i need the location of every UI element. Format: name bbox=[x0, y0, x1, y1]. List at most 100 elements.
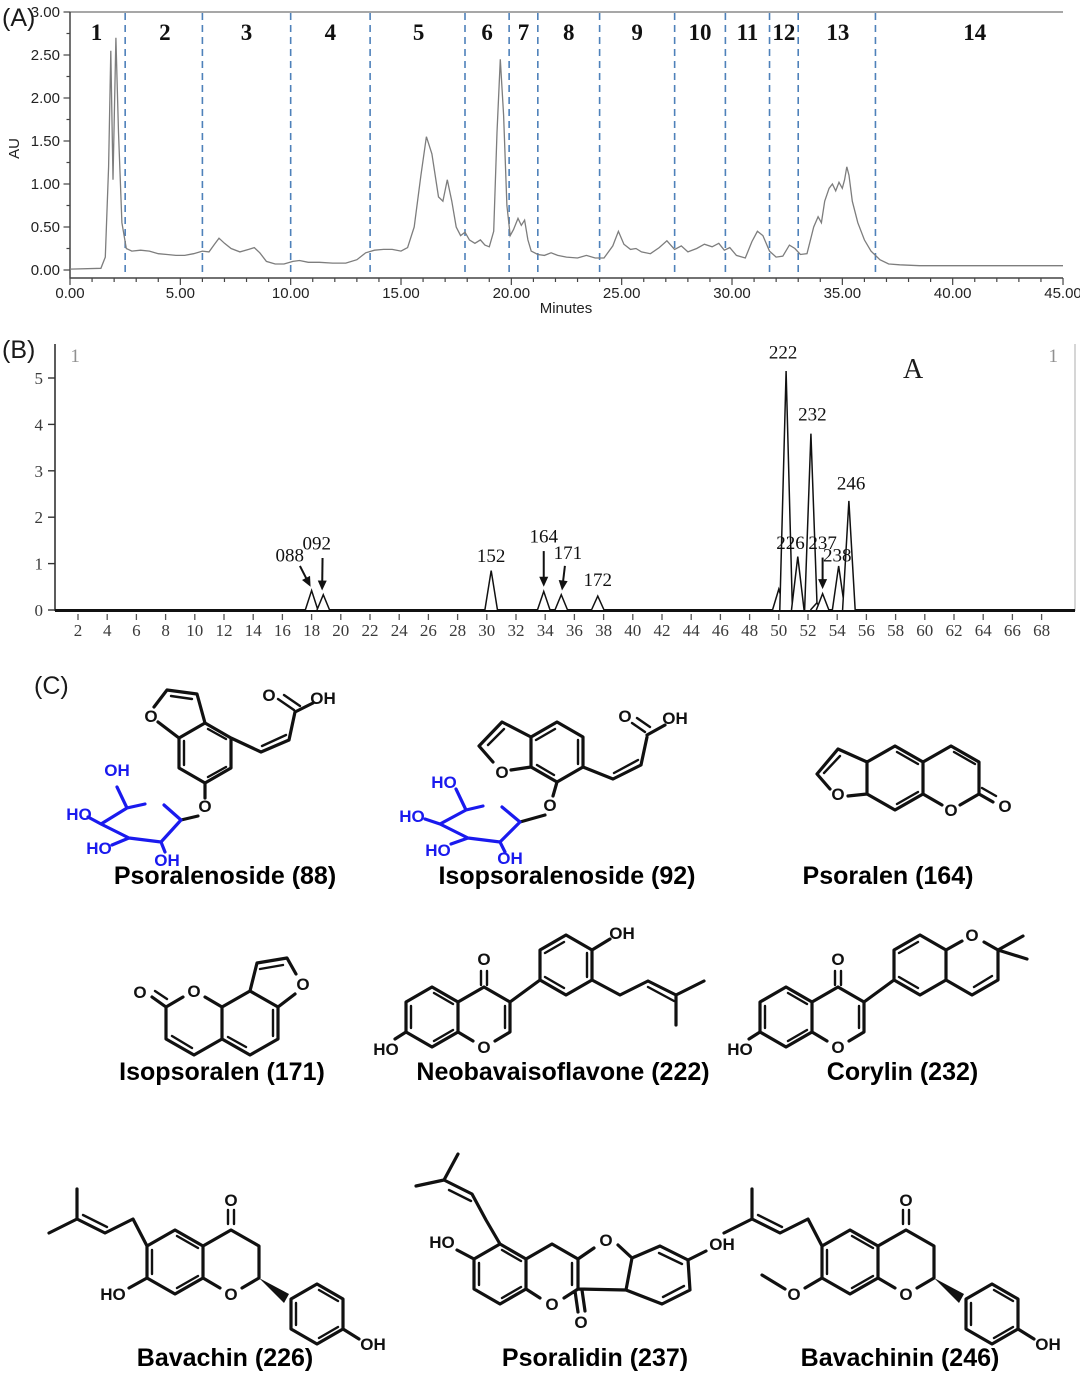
x-tick-label: 56 bbox=[858, 621, 875, 640]
double-bonds bbox=[153, 963, 285, 1050]
atom-label: HO bbox=[66, 805, 92, 824]
atom-label: O bbox=[262, 686, 275, 705]
atom-label: O bbox=[545, 1295, 558, 1314]
peak-label: 088 bbox=[275, 545, 304, 566]
x-tick-label: 8 bbox=[161, 621, 170, 640]
double-bonds bbox=[409, 940, 676, 1043]
x-tick-label: 60 bbox=[916, 621, 933, 640]
atom-label: HO bbox=[425, 841, 451, 860]
x-tick-label: 66 bbox=[1004, 621, 1021, 640]
compound-caption: Bavachinin (246) bbox=[800, 1344, 1000, 1372]
compound-caption: Psoralenoside (88) bbox=[113, 862, 337, 890]
peak-246 bbox=[841, 500, 856, 611]
x-tick-label: 12 bbox=[216, 621, 233, 640]
y-tick-label: 0 bbox=[35, 601, 44, 620]
atom-label: O bbox=[495, 763, 508, 782]
x-tick-label: 46 bbox=[712, 621, 729, 640]
peak-232 bbox=[803, 433, 818, 611]
x-tick-label: 25.00 bbox=[603, 285, 641, 302]
y-tick-label: 2.50 bbox=[31, 47, 60, 64]
structure-psoralen: OO O bbox=[815, 744, 1012, 820]
atom-label: O bbox=[599, 1231, 612, 1250]
peak-arrowhead bbox=[317, 580, 327, 591]
atom-label: O bbox=[998, 797, 1011, 816]
double-bonds bbox=[81, 1208, 340, 1340]
atom-label: OH bbox=[662, 709, 688, 728]
bond-skeleton bbox=[150, 956, 298, 1057]
y-tick-label: 2.00 bbox=[31, 90, 60, 107]
x-tick-label: 58 bbox=[887, 621, 904, 640]
x-tick-label: 50 bbox=[770, 621, 787, 640]
structure-bavachinin: O O O OH bbox=[722, 1187, 1061, 1354]
compound-caption: Psoralidin (237) bbox=[501, 1344, 689, 1372]
y-tick-label: 0.50 bbox=[31, 219, 60, 236]
fraction-number: 4 bbox=[325, 20, 337, 45]
atom-label: O bbox=[787, 1285, 800, 1304]
atom-label: OH bbox=[497, 849, 523, 867]
compound-caption: Isopsoralenoside (92) bbox=[438, 862, 696, 890]
wedge-bond bbox=[259, 1278, 289, 1303]
x-tick-label: 52 bbox=[800, 621, 817, 640]
peak-label: 237 bbox=[808, 533, 837, 554]
panel-a-x-axis-title: Minutes bbox=[539, 300, 593, 317]
atom-label: O bbox=[477, 1038, 490, 1057]
x-tick-label: 38 bbox=[595, 621, 612, 640]
atom-label: O bbox=[618, 707, 631, 726]
atom-label: OH bbox=[310, 689, 336, 708]
peak-label: 232 bbox=[798, 405, 827, 426]
x-tick-label: 15.00 bbox=[382, 285, 420, 302]
atom-label: O bbox=[133, 983, 146, 1002]
double-bonds bbox=[822, 750, 998, 806]
structure-isopsoralen: OO O bbox=[133, 956, 310, 1057]
structure-corylin: O O O HO bbox=[727, 926, 1029, 1059]
fraction-number: 13 bbox=[826, 20, 849, 45]
peak-092 bbox=[316, 592, 331, 611]
x-tick-label: 4 bbox=[103, 621, 112, 640]
x-tick-label: 10 bbox=[186, 621, 203, 640]
atom-label: HO bbox=[100, 1285, 126, 1304]
atom-label: O bbox=[831, 785, 844, 804]
atom-label: O bbox=[574, 1313, 587, 1332]
x-tick-label: 45.00 bbox=[1044, 285, 1080, 302]
x-tick-label: 32 bbox=[508, 621, 525, 640]
atom-label: OH bbox=[709, 1235, 735, 1254]
compound-caption: Corylin (232) bbox=[826, 1058, 979, 1086]
bond-skeleton bbox=[152, 688, 315, 822]
x-tick-label: 28 bbox=[449, 621, 466, 640]
x-tick-label: 2 bbox=[74, 621, 83, 640]
bond-skeleton bbox=[47, 1187, 361, 1346]
atom-label: O bbox=[899, 1191, 912, 1210]
x-tick-label: 68 bbox=[1033, 621, 1050, 640]
structure-bavachin: O O HO OH bbox=[47, 1187, 386, 1354]
x-tick-label: 14 bbox=[245, 621, 263, 640]
atom-label: HO bbox=[727, 1040, 753, 1059]
peak-172 bbox=[590, 594, 605, 611]
atom-label: O bbox=[144, 707, 157, 726]
x-tick-label: 18 bbox=[303, 621, 320, 640]
x-tick-label: 22 bbox=[362, 621, 379, 640]
x-tick-label: 30 bbox=[478, 621, 495, 640]
atom-label: O bbox=[831, 1038, 844, 1057]
atom-label: O bbox=[831, 950, 844, 969]
fraction-number: 14 bbox=[963, 20, 987, 45]
bond-skeleton bbox=[414, 1152, 708, 1314]
fraction-number: 10 bbox=[689, 20, 712, 45]
chromatogram-a: 0.00 5.00 10.00 15.00 20.00 25.00 30.00 35.00 40… bbox=[31, 4, 1080, 302]
peak-label: 152 bbox=[477, 546, 506, 567]
corner-mark: A bbox=[903, 354, 924, 385]
peak-171 bbox=[554, 592, 569, 611]
atom-label: O bbox=[944, 801, 957, 820]
x-tick-label: 42 bbox=[654, 621, 671, 640]
panel-c-label: (C) bbox=[34, 672, 69, 700]
peak-088 bbox=[304, 588, 319, 611]
fraction-number: 9 bbox=[631, 20, 643, 45]
panel-a-label: (A) bbox=[2, 4, 36, 32]
atom-label: OH bbox=[154, 851, 180, 868]
structure-neobavaisoflavone: O O OH HO bbox=[373, 924, 706, 1059]
double-bonds bbox=[486, 716, 652, 777]
glucose-bonds bbox=[86, 785, 183, 854]
